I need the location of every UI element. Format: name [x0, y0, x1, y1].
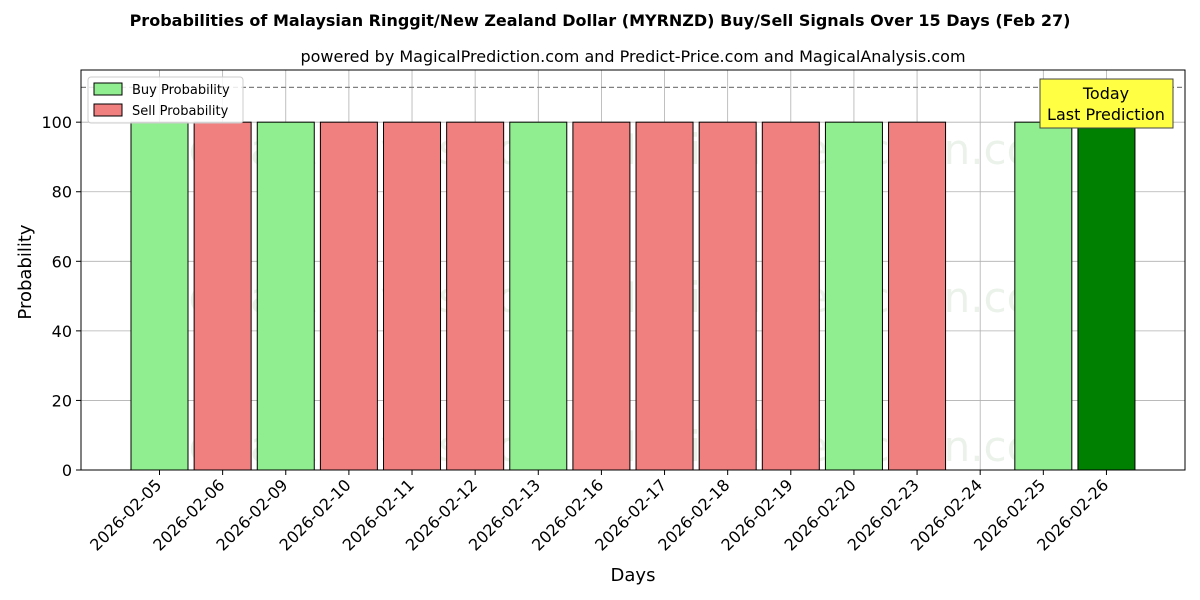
y-axis: 0 20 40 60 80 100	[41, 113, 81, 480]
last-prediction-label: Last Prediction	[1047, 105, 1165, 124]
sell-bar	[761, 121, 820, 471]
sell-bar	[572, 121, 631, 471]
legend: Buy Probability Sell Probability	[87, 76, 244, 124]
x-axis-label: Days	[611, 565, 656, 586]
x-axis: 2026-02-052026-02-062026-02-092026-02-10…	[86, 470, 1112, 555]
y-tick-label: 40	[52, 322, 72, 341]
today-label: Today	[1082, 84, 1129, 103]
buy-bar	[509, 121, 568, 471]
chart-title: Probabilities of Malaysian Ringgit/New Z…	[130, 11, 1071, 30]
legend-sell-label: Sell Probability	[132, 104, 229, 119]
y-tick-label: 100	[41, 113, 72, 132]
buy-bar	[130, 121, 189, 471]
plot-frame	[80, 69, 1186, 471]
sell-bar	[635, 121, 694, 471]
y-tick-label: 60	[52, 252, 72, 271]
sell-bar	[383, 121, 442, 471]
buy-bar	[1014, 121, 1073, 471]
y-tick-label: 80	[52, 183, 72, 202]
today-annotation: Today Last Prediction	[1039, 78, 1174, 129]
sell-bar	[888, 121, 947, 471]
legend-buy-swatch	[93, 82, 123, 96]
today-annotation-box	[1039, 78, 1174, 129]
legend-box	[87, 76, 244, 124]
legend-buy-label: Buy Probability	[132, 83, 230, 98]
bars	[130, 121, 1136, 471]
sell-bar	[698, 121, 757, 471]
legend-sell-swatch	[93, 103, 123, 117]
buy-bar	[256, 121, 315, 471]
y-tick-label: 0	[62, 461, 72, 480]
sell-bar	[193, 121, 252, 471]
buy-bar	[1077, 121, 1136, 471]
sell-bar	[446, 121, 505, 471]
chart-subtitle: powered by MagicalPrediction.com and Pre…	[300, 47, 965, 66]
buy-bar	[824, 121, 883, 471]
sell-bar	[319, 121, 378, 471]
y-axis-label: Probability	[15, 224, 36, 319]
y-tick-label: 20	[52, 391, 72, 410]
